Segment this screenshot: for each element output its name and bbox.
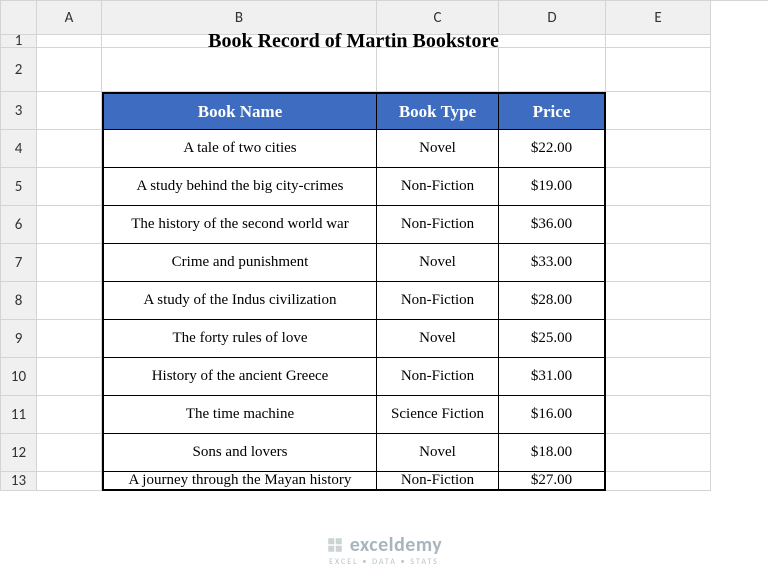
- table-cell[interactable]: The forty rules of love: [102, 320, 377, 358]
- watermark-tagline: EXCEL • DATA • STATS: [0, 557, 768, 567]
- cell-e2[interactable]: [606, 48, 711, 92]
- page-title: Book Record of Martin Bookstore: [102, 35, 606, 48]
- row-header-6[interactable]: 6: [1, 206, 37, 244]
- table-cell[interactable]: The time machine: [102, 396, 377, 434]
- table-cell[interactable]: Non-Fiction: [377, 206, 499, 244]
- table-cell[interactable]: Non-Fiction: [377, 282, 499, 320]
- cell-e11[interactable]: [606, 396, 711, 434]
- table-header: Price: [499, 92, 606, 130]
- table-cell[interactable]: Non-Fiction: [377, 472, 499, 491]
- row-header-12[interactable]: 12: [1, 434, 37, 472]
- table-cell[interactable]: $25.00: [499, 320, 606, 358]
- watermark-brand: exceldemy: [350, 533, 443, 557]
- cell-e7[interactable]: [606, 244, 711, 282]
- table-cell[interactable]: The history of the second world war: [102, 206, 377, 244]
- cell-a7[interactable]: [37, 244, 102, 282]
- table-cell[interactable]: A study of the Indus civilization: [102, 282, 377, 320]
- cell-a3[interactable]: [37, 92, 102, 130]
- table-cell[interactable]: $22.00: [499, 130, 606, 168]
- table-cell[interactable]: Science Fiction: [377, 396, 499, 434]
- cell-e5[interactable]: [606, 168, 711, 206]
- table-cell[interactable]: Sons and lovers: [102, 434, 377, 472]
- cell-a5[interactable]: [37, 168, 102, 206]
- cell-a10[interactable]: [37, 358, 102, 396]
- table-cell[interactable]: $18.00: [499, 434, 606, 472]
- cell-a9[interactable]: [37, 320, 102, 358]
- cell-a8[interactable]: [37, 282, 102, 320]
- table-cell[interactable]: Novel: [377, 130, 499, 168]
- table-cell[interactable]: A journey through the Mayan history: [102, 472, 377, 491]
- cell-a12[interactable]: [37, 434, 102, 472]
- row-header-3[interactable]: 3: [1, 92, 37, 130]
- table-cell[interactable]: $16.00: [499, 396, 606, 434]
- cell-a6[interactable]: [37, 206, 102, 244]
- cell-e1[interactable]: [606, 35, 711, 48]
- cell-a13[interactable]: [37, 472, 102, 491]
- cell-e10[interactable]: [606, 358, 711, 396]
- row-header-1[interactable]: 1: [1, 35, 37, 48]
- row-header-5[interactable]: 5: [1, 168, 37, 206]
- table-cell[interactable]: A study behind the big city-crimes: [102, 168, 377, 206]
- cell-e6[interactable]: [606, 206, 711, 244]
- cell-d2[interactable]: [499, 48, 606, 92]
- table-header: Book Name: [102, 92, 377, 130]
- cell-e8[interactable]: [606, 282, 711, 320]
- table-cell[interactable]: $31.00: [499, 358, 606, 396]
- row-header-9[interactable]: 9: [1, 320, 37, 358]
- table-cell[interactable]: Novel: [377, 434, 499, 472]
- table-cell[interactable]: $28.00: [499, 282, 606, 320]
- col-header-e[interactable]: E: [606, 1, 711, 35]
- col-header-a[interactable]: A: [37, 1, 102, 35]
- table-cell[interactable]: $19.00: [499, 168, 606, 206]
- select-all-corner[interactable]: [1, 1, 37, 35]
- table-cell[interactable]: $27.00: [499, 472, 606, 491]
- row-header-8[interactable]: 8: [1, 282, 37, 320]
- spreadsheet-grid: ABCDE1Book Record of Martin Bookstore23B…: [0, 0, 768, 491]
- table-cell[interactable]: Non-Fiction: [377, 168, 499, 206]
- cell-e9[interactable]: [606, 320, 711, 358]
- watermark: exceldemy EXCEL • DATA • STATS: [0, 533, 768, 567]
- table-cell[interactable]: Novel: [377, 320, 499, 358]
- cell-e13[interactable]: [606, 472, 711, 491]
- cell-a2[interactable]: [37, 48, 102, 92]
- table-cell[interactable]: $36.00: [499, 206, 606, 244]
- cell-e4[interactable]: [606, 130, 711, 168]
- cell-a4[interactable]: [37, 130, 102, 168]
- cell-e12[interactable]: [606, 434, 711, 472]
- table-header: Book Type: [377, 92, 499, 130]
- table-cell[interactable]: $33.00: [499, 244, 606, 282]
- table-cell[interactable]: History of the ancient Greece: [102, 358, 377, 396]
- row-header-10[interactable]: 10: [1, 358, 37, 396]
- cell-e3[interactable]: [606, 92, 711, 130]
- table-cell[interactable]: Novel: [377, 244, 499, 282]
- cell-c2[interactable]: [377, 48, 499, 92]
- table-cell[interactable]: A tale of two cities: [102, 130, 377, 168]
- row-header-7[interactable]: 7: [1, 244, 37, 282]
- table-cell[interactable]: Non-Fiction: [377, 358, 499, 396]
- row-header-2[interactable]: 2: [1, 48, 37, 92]
- logo-icon: [326, 536, 344, 554]
- table-cell[interactable]: Crime and punishment: [102, 244, 377, 282]
- row-header-13[interactable]: 13: [1, 472, 37, 491]
- cell-b2[interactable]: [102, 48, 377, 92]
- row-header-4[interactable]: 4: [1, 130, 37, 168]
- row-header-11[interactable]: 11: [1, 396, 37, 434]
- cell-a1[interactable]: [37, 35, 102, 48]
- cell-a11[interactable]: [37, 396, 102, 434]
- col-header-d[interactable]: D: [499, 1, 606, 35]
